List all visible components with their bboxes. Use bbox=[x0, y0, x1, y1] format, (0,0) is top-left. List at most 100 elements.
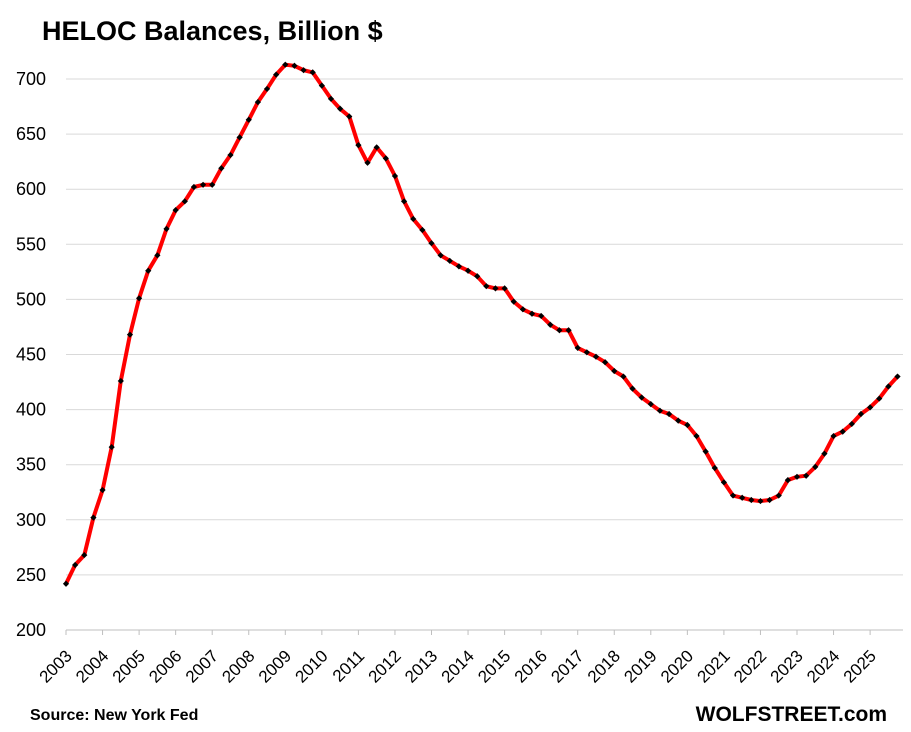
data-point-marker bbox=[711, 464, 718, 472]
data-point-marker bbox=[327, 95, 335, 102]
data-point-marker bbox=[309, 69, 316, 76]
data-point-marker bbox=[830, 432, 837, 440]
source-note: Source: New York Fed bbox=[30, 707, 199, 724]
data-point-marker bbox=[99, 486, 106, 494]
data-point-marker bbox=[803, 472, 810, 479]
x-tick-label: 2008 bbox=[218, 646, 258, 686]
data-point-marker bbox=[227, 151, 234, 159]
data-point-marker bbox=[602, 359, 609, 366]
x-tick-label: 2012 bbox=[365, 646, 405, 686]
data-point-marker bbox=[337, 105, 344, 112]
data-point-marker bbox=[355, 142, 362, 149]
data-point-marker bbox=[172, 207, 179, 214]
data-point-marker bbox=[702, 448, 709, 455]
x-tick-label: 2017 bbox=[547, 646, 587, 686]
data-point-marker bbox=[693, 432, 700, 440]
data-point-marker bbox=[638, 394, 645, 401]
data-point-marker bbox=[163, 225, 170, 232]
data-point-marker bbox=[492, 285, 499, 292]
y-tick-label: 450 bbox=[16, 345, 46, 365]
series-line bbox=[64, 62, 900, 586]
data-point-marker bbox=[665, 410, 673, 418]
data-point-marker bbox=[812, 463, 819, 471]
data-point-marker bbox=[254, 99, 261, 106]
x-tick-label: 2022 bbox=[730, 646, 770, 686]
data-point-marker bbox=[885, 383, 892, 390]
x-tick-label: 2021 bbox=[694, 646, 734, 686]
data-point-marker bbox=[876, 395, 883, 402]
data-point-marker bbox=[501, 285, 508, 292]
x-tick-label: 2011 bbox=[329, 646, 368, 685]
data-point-marker bbox=[90, 514, 97, 521]
x-tick-label: 2019 bbox=[620, 646, 660, 686]
data-point-marker bbox=[620, 373, 627, 380]
x-tick-label: 2007 bbox=[182, 646, 222, 686]
x-tick-label: 2020 bbox=[657, 646, 697, 686]
data-point-marker bbox=[81, 551, 88, 559]
x-tick-label: 2023 bbox=[767, 646, 807, 686]
x-tick-label: 2006 bbox=[145, 646, 185, 686]
data-point-marker bbox=[629, 385, 636, 392]
heloc-balance-series bbox=[62, 61, 901, 587]
data-point-marker bbox=[199, 181, 207, 188]
data-point-marker bbox=[419, 226, 426, 234]
data-point-marker bbox=[766, 496, 773, 504]
data-point-marker bbox=[72, 561, 79, 569]
data-point-marker bbox=[528, 310, 536, 317]
data-point-marker bbox=[236, 134, 243, 141]
data-point-marker bbox=[821, 450, 828, 457]
chart-title: HELOC Balances, Billion $ bbox=[42, 16, 383, 46]
data-point-marker bbox=[446, 257, 453, 264]
data-point-marker bbox=[675, 417, 682, 424]
data-point-marker bbox=[190, 183, 198, 191]
data-point-marker bbox=[748, 496, 755, 504]
data-point-marker bbox=[720, 479, 728, 486]
data-point-marker bbox=[391, 172, 399, 180]
data-point-marker bbox=[145, 267, 152, 274]
data-point-marker bbox=[62, 580, 70, 587]
data-point-marker bbox=[218, 165, 225, 172]
x-tick-label: 2003 bbox=[36, 646, 76, 686]
data-point-marker bbox=[867, 404, 874, 411]
data-point-marker bbox=[894, 373, 901, 380]
data-point-marker bbox=[611, 367, 618, 375]
data-point-marker bbox=[656, 407, 664, 414]
x-tick-label: 2016 bbox=[511, 646, 551, 686]
data-point-marker bbox=[117, 377, 124, 385]
data-point-marker bbox=[592, 353, 600, 360]
data-point-marker bbox=[647, 400, 654, 408]
x-tick-label: 2018 bbox=[584, 646, 624, 686]
data-point-marker bbox=[373, 144, 380, 151]
y-tick-label: 700 bbox=[16, 69, 46, 89]
data-point-marker bbox=[684, 421, 691, 429]
y-tick-label: 250 bbox=[16, 565, 46, 585]
data-point-marker bbox=[364, 159, 371, 166]
data-point-marker bbox=[437, 252, 444, 259]
x-tick-label: 2014 bbox=[438, 646, 478, 686]
data-point-marker bbox=[410, 215, 417, 223]
data-point-marker bbox=[154, 252, 161, 259]
x-tick-label: 2004 bbox=[72, 646, 112, 686]
data-point-marker bbox=[300, 67, 307, 74]
y-tick-label: 650 bbox=[16, 124, 46, 144]
data-point-marker bbox=[346, 113, 353, 120]
y-tick-label: 400 bbox=[16, 400, 46, 420]
data-point-marker bbox=[282, 61, 289, 68]
data-point-marker bbox=[839, 428, 846, 435]
data-point-marker bbox=[108, 443, 115, 451]
data-point-marker bbox=[848, 420, 855, 428]
x-tick-label: 2015 bbox=[474, 646, 514, 686]
data-point-marker bbox=[474, 273, 481, 280]
data-point-marker bbox=[291, 62, 298, 69]
data-point-marker bbox=[400, 198, 408, 205]
x-tick-label: 2009 bbox=[255, 646, 295, 686]
x-tick-label: 2005 bbox=[109, 646, 149, 686]
brand-label: WOLFSTREET.com bbox=[695, 703, 887, 726]
data-point-marker bbox=[464, 267, 472, 274]
data-point-marker bbox=[538, 312, 545, 320]
data-point-marker bbox=[428, 240, 435, 247]
data-point-marker bbox=[510, 298, 517, 305]
data-point-marker bbox=[483, 283, 490, 290]
y-tick-label: 350 bbox=[16, 455, 46, 475]
